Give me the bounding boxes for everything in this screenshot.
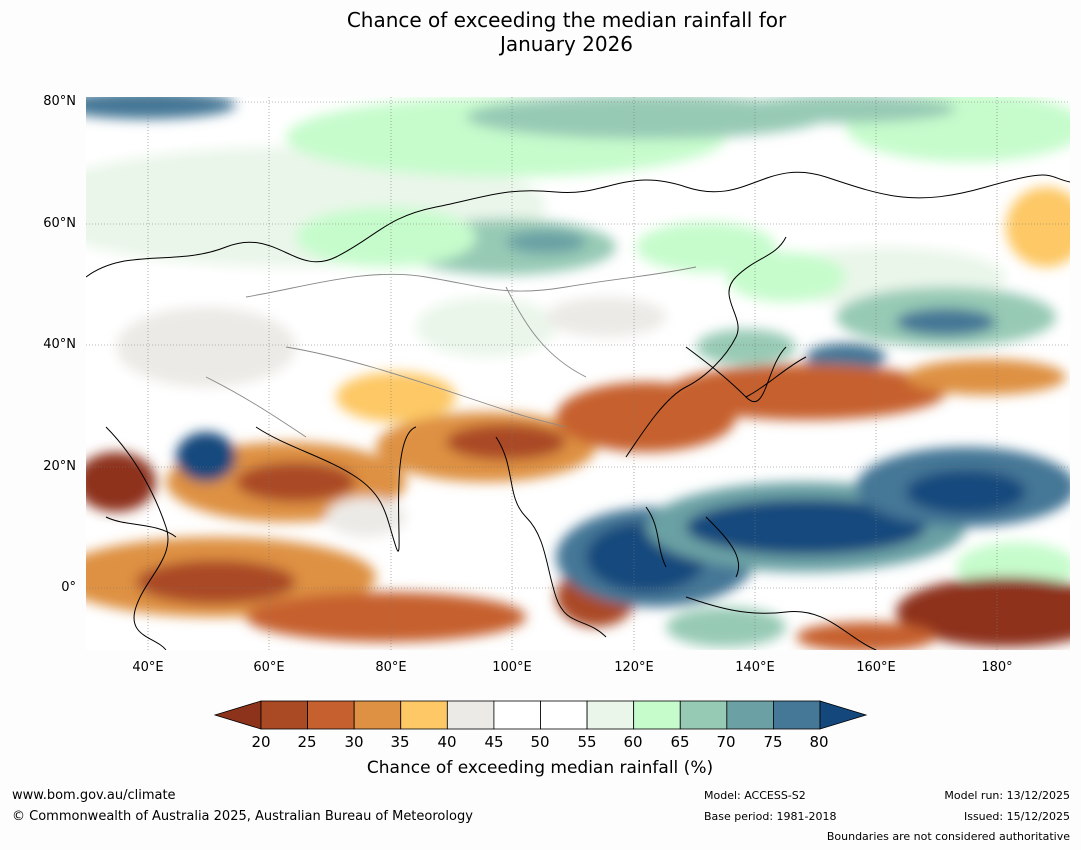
lat-label-60n: 60°N [43, 216, 76, 231]
rainfall-probability-map [86, 97, 1070, 650]
colorbar-tick-20: 20 [251, 733, 271, 751]
colorbar-cell-55-60 [586, 700, 635, 730]
colorbar-tick-30: 30 [344, 733, 364, 751]
lat-label-80n: 80°N [43, 94, 76, 109]
footer-disclaimer: Boundaries are not considered authoritat… [826, 830, 1070, 843]
footer-issued: Issued: 15/12/2025 [963, 810, 1070, 823]
colorbar-tick-25: 25 [297, 733, 317, 751]
colorbar-cell-25-30 [307, 700, 355, 730]
colorbar-high-arrow [819, 700, 868, 730]
lon-label-100e: 100°E [492, 660, 532, 675]
colorbar-cell-70-75 [726, 700, 774, 730]
colorbar-tick-80: 80 [809, 733, 829, 751]
colorbar [214, 700, 868, 730]
colorbar-tick-65: 65 [670, 733, 690, 751]
colorbar-tick-70: 70 [716, 733, 736, 751]
graticule [86, 97, 1070, 650]
coastlines [86, 171, 1070, 650]
colorbar-title: Chance of exceeding median rainfall (%) [366, 758, 714, 778]
map-svg [86, 97, 1070, 650]
colorbar-cell-20-25 [260, 700, 308, 730]
colorbar-tick-45: 45 [484, 733, 504, 751]
lon-label-160e: 160°E [856, 660, 896, 675]
probability-field [86, 97, 1070, 650]
lat-label-40n: 40°N [43, 337, 76, 352]
colorbar-cell-60-65 [633, 700, 681, 730]
colorbar-cell-50-55 [540, 700, 588, 730]
colorbar-cell-45-50 [493, 700, 541, 730]
footer-model: Model: ACCESS-S2 [704, 789, 806, 802]
colorbar-cell-35-40 [400, 700, 448, 730]
colorbar-tick-35: 35 [390, 733, 410, 751]
colorbar-tick-55: 55 [577, 733, 597, 751]
title-line-1: Chance of exceeding the median rainfall … [346, 8, 787, 32]
colorbar-cell-75-80 [773, 700, 821, 730]
colorbar-tick-75: 75 [763, 733, 783, 751]
colorbar-cell-30-35 [353, 700, 402, 730]
lat-label-20n: 20°N [43, 459, 76, 474]
footer-model-run: Model run: 13/12/2025 [944, 789, 1070, 802]
lat-label-0: 0° [61, 580, 76, 595]
colorbar-tick-40: 40 [437, 733, 457, 751]
colorbar-tick-50: 50 [530, 733, 550, 751]
lon-label-80e: 80°E [375, 660, 407, 675]
colorbar-low-arrow [214, 700, 262, 730]
title-line-2: January 2026 [499, 32, 634, 56]
lon-label-40e: 40°E [132, 660, 164, 675]
lon-label-60e: 60°E [253, 660, 285, 675]
lon-label-120e: 120°E [614, 660, 654, 675]
colorbar-tick-60: 60 [623, 733, 643, 751]
country-borders [205, 266, 697, 438]
lon-label-180: 180° [981, 660, 1013, 675]
footer-base-period: Base period: 1981-2018 [704, 810, 837, 823]
colorbar-cell-40-45 [446, 700, 495, 730]
colorbar-cells [260, 700, 821, 730]
chart-title: Chance of exceeding the median rainfall … [0, 8, 1081, 56]
lon-label-140e: 140°E [735, 660, 775, 675]
footer-copyright: © Commonwealth of Australia 2025, Austra… [12, 809, 473, 824]
colorbar-cell-65-70 [679, 700, 728, 730]
footer-url[interactable]: www.bom.gov.au/climate [12, 788, 176, 803]
